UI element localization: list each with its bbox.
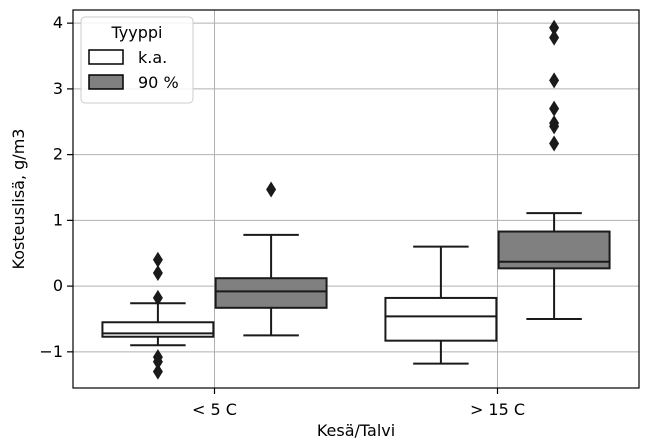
y-axis-label: Kosteuslisä, g/m3	[9, 129, 28, 270]
box-body	[101, 321, 215, 338]
box-body	[497, 230, 611, 270]
legend-title: Tyyppi	[111, 23, 163, 42]
outlier-point	[152, 289, 163, 306]
box-layer	[101, 19, 611, 380]
outlier-point	[549, 19, 560, 36]
y-tick-label: 3	[53, 79, 63, 98]
outlier-point	[549, 135, 560, 152]
box-90-	[214, 181, 328, 337]
legend-label-90: 90 %	[138, 73, 179, 92]
plot-frame	[72, 9, 640, 389]
outlier-point	[152, 251, 163, 268]
x-axis-label: Kesä/Talvi	[317, 421, 395, 440]
box-k-a-	[384, 245, 498, 365]
x-axis-ticks: < 5 C > 15 C	[192, 388, 525, 419]
y-tick-label: 4	[53, 13, 63, 32]
box-body	[384, 296, 498, 342]
x-tick-label: < 5 C	[192, 400, 237, 419]
outlier-point	[152, 353, 163, 370]
legend-swatch-k-a	[88, 49, 124, 65]
outlier-point	[152, 363, 163, 380]
y-tick-label: 2	[53, 145, 63, 164]
outlier-point	[152, 264, 163, 281]
legend-swatch-90	[88, 74, 124, 90]
y-axis-ticks: −1 0 1 2 3 4	[39, 13, 73, 361]
box-90-	[497, 19, 611, 320]
outlier-point	[266, 181, 277, 198]
outlier-point	[549, 100, 560, 117]
x-tick-label: > 15 C	[470, 400, 525, 419]
y-tick-label: 0	[53, 276, 63, 295]
box-body	[214, 277, 328, 309]
outlier-point	[549, 29, 560, 46]
legend-label-k-a: k.a.	[138, 48, 167, 67]
legend: Tyyppi k.a. 90 %	[80, 16, 194, 104]
box-k-a-	[101, 251, 215, 380]
outlier-point	[549, 72, 560, 89]
y-tick-label: −1	[39, 342, 63, 361]
y-tick-label: 1	[53, 210, 63, 229]
outlier-point	[549, 115, 560, 132]
